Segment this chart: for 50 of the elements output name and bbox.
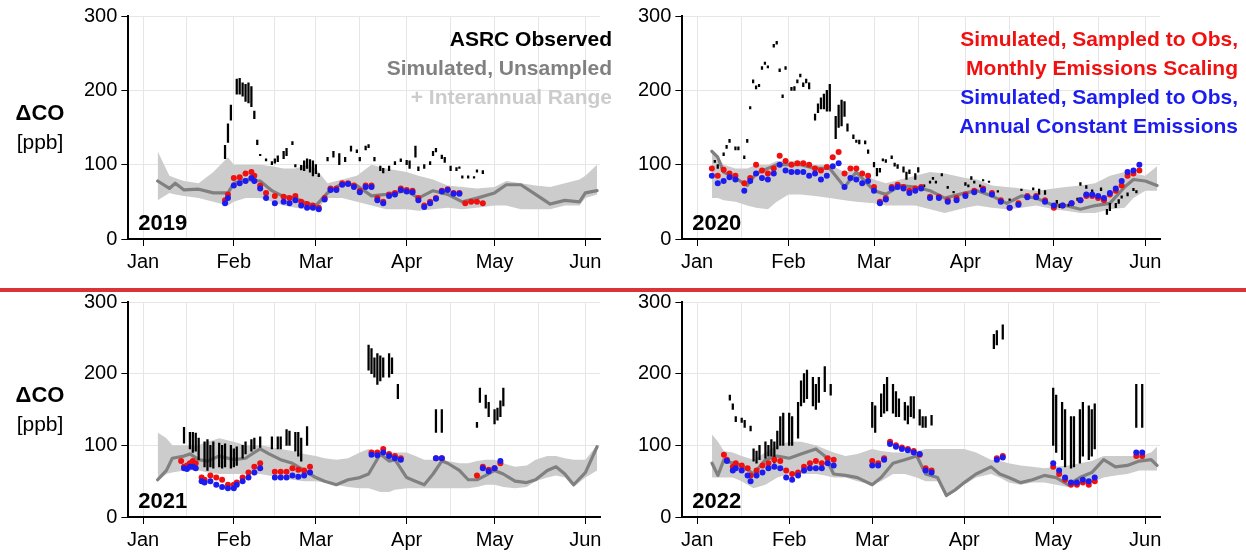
- y-tick-label: 100: [637, 152, 672, 175]
- text: 2022: [692, 488, 742, 513]
- x-tick-label: Jun: [1129, 249, 1162, 272]
- x-tick-label: Jun: [569, 527, 602, 550]
- text: 2019: [138, 210, 188, 235]
- x-tick-label: Apr: [948, 527, 981, 550]
- y-tick-label: 100: [83, 152, 118, 175]
- x-tick-label: Jan: [680, 249, 714, 272]
- y-axis-title: ΔCO [ppb]: [15, 99, 65, 154]
- x-tick-label: Mar: [856, 249, 892, 272]
- y-tick-label: 300: [83, 3, 118, 26]
- x-tick-label: Feb: [771, 249, 806, 272]
- x-tick-label: May: [1034, 249, 1073, 272]
- y-tick-label: 0: [660, 226, 672, 249]
- y-tick-label: 200: [637, 77, 672, 100]
- x-tick-label: Jan: [126, 249, 160, 272]
- y-tick-label: 200: [83, 361, 118, 384]
- y-tick-label: 200: [637, 361, 672, 384]
- y-tick-label: 0: [106, 504, 118, 527]
- text: 2021: [138, 488, 188, 513]
- x-tick-label: Mar: [855, 527, 890, 550]
- x-tick-label: May: [475, 527, 514, 550]
- x-tick-label: Feb: [216, 249, 252, 272]
- x-tick-label: May: [1034, 527, 1073, 550]
- x-tick-label: Feb: [771, 527, 807, 550]
- text: 2020: [692, 210, 742, 235]
- y-tick-label: 200: [83, 77, 118, 100]
- text: Simulated, Sampled to Obs, Monthly Emissions Scaling: [960, 27, 1238, 79]
- y-axis-title: ΔCO [ppb]: [15, 381, 65, 436]
- text: Simulated, Sampled to Obs, Annual Constant Emissions: [959, 85, 1238, 137]
- y-tick-label: 300: [637, 289, 672, 312]
- x-tick-label: Jun: [1129, 527, 1162, 550]
- x-tick-label: Feb: [216, 527, 252, 550]
- y-tick-label: 100: [83, 432, 118, 455]
- text: ASRC Observed: [449, 27, 612, 50]
- x-tick-label: Jan: [681, 527, 714, 550]
- x-tick-label: Mar: [298, 527, 334, 550]
- y-tick-label: 0: [106, 226, 118, 249]
- y-tick-label: 300: [637, 3, 672, 26]
- x-tick-label: Apr: [949, 249, 982, 272]
- x-tick-label: Mar: [298, 249, 334, 272]
- x-tick-label: May: [475, 249, 514, 272]
- text: Simulated, Unsampled: [386, 56, 612, 79]
- y-tick-label: 100: [637, 432, 672, 455]
- x-tick-label: Jun: [569, 249, 602, 272]
- x-tick-label: Apr: [391, 527, 423, 550]
- y-tick-label: 0: [660, 504, 672, 527]
- y-tick-label: 300: [83, 289, 118, 312]
- x-tick-label: Jan: [126, 527, 160, 550]
- x-tick-label: Apr: [391, 249, 423, 272]
